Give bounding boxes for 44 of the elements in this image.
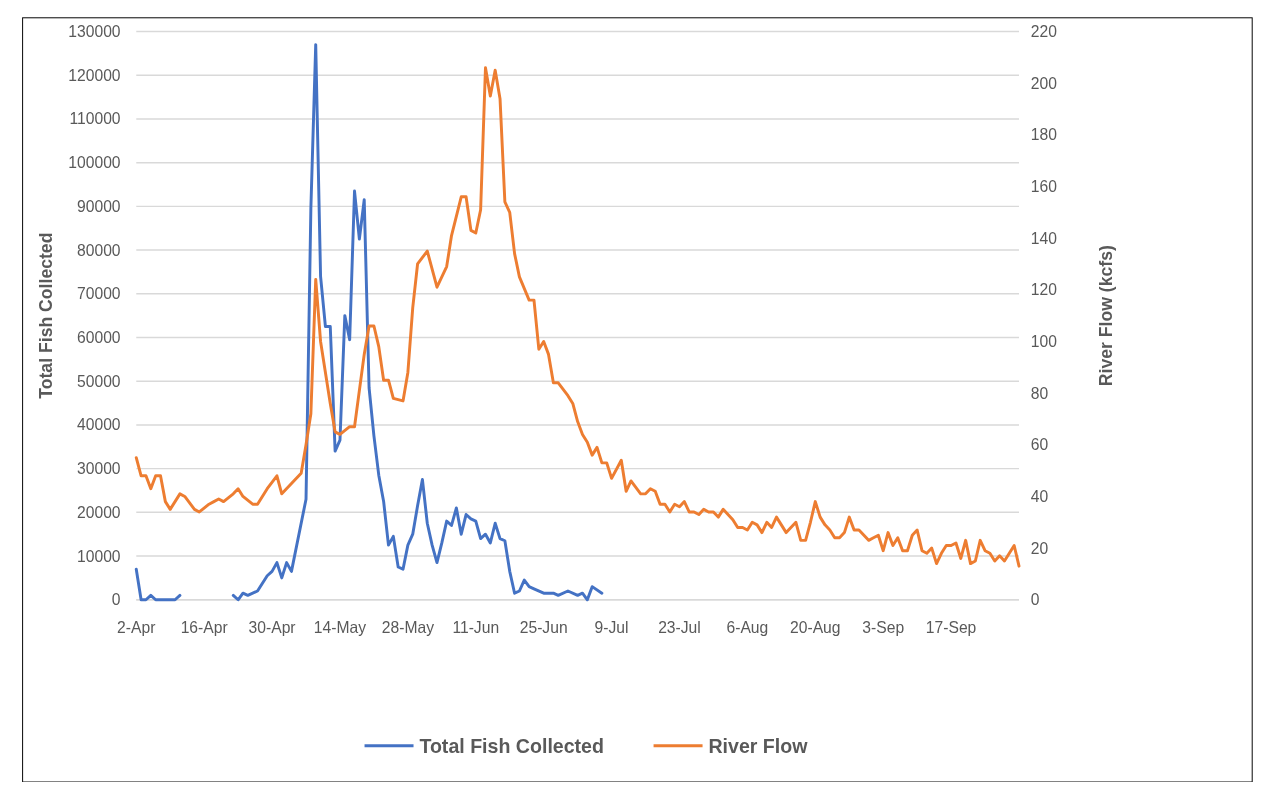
y-tick-label: 90000	[77, 197, 121, 215]
x-tick-label: 20-Aug	[790, 619, 841, 637]
y-tick-label: 70000	[77, 285, 121, 303]
x-tick-label: 9-Jul	[594, 619, 629, 637]
y-tick-label: 20000	[77, 503, 121, 521]
y-tick-label: 80000	[77, 241, 121, 259]
x-tick-label: 16-Apr	[180, 619, 228, 637]
legend-label: River Flow	[708, 734, 809, 757]
y2-tick-label: 120	[1030, 281, 1058, 299]
y-tick-label: 0	[111, 591, 121, 609]
y-tick-label: 50000	[77, 372, 121, 390]
y2-tick-label: 140	[1030, 229, 1058, 247]
y-axis-title: Total Fish Collected	[36, 232, 56, 399]
y2-tick-label: 80	[1030, 384, 1049, 402]
x-tick-label: 6-Aug	[726, 619, 769, 637]
x-tick-label: 23-Jul	[658, 619, 701, 637]
y2-tick-label: 40	[1030, 487, 1049, 505]
y-tick-label: 110000	[69, 110, 121, 128]
y-tick-label: 40000	[77, 416, 121, 434]
x-tick-label: 11-Jun	[452, 619, 500, 637]
y2-tick-label: 20	[1030, 539, 1049, 557]
x-tick-label: 30-Apr	[248, 619, 296, 637]
y-tick-label: 60000	[77, 328, 121, 346]
y2-tick-label: 0	[1030, 591, 1040, 609]
x-tick-label: 17-Sep	[925, 619, 977, 637]
y2-tick-label: 180	[1030, 126, 1058, 144]
x-tick-label: 2-Apr	[117, 619, 156, 637]
x-tick-label: 28-May	[381, 619, 435, 637]
y2-axis-title: River Flow (kcfs)	[1096, 245, 1117, 387]
x-tick-label: 14-May	[313, 619, 367, 637]
y-tick-label: 120000	[68, 66, 121, 84]
y2-tick-label: 60	[1030, 436, 1049, 454]
y-tick-label: 130000	[68, 23, 121, 40]
legend-label: Total Fish Collected	[419, 734, 604, 757]
line-series	[134, 66, 1021, 568]
y2-tick-label: 220	[1030, 23, 1058, 40]
y-tick-label: 30000	[77, 460, 121, 478]
x-tick-label: 25-Jun	[519, 619, 568, 637]
y-tick-label: 10000	[77, 547, 121, 565]
x-tick-label: 3-Sep	[862, 619, 905, 637]
y2-tick-label: 100	[1030, 332, 1058, 350]
y2-tick-label: 160	[1030, 177, 1058, 195]
y-tick-label: 100000	[68, 154, 121, 172]
y2-tick-label: 200	[1030, 74, 1058, 92]
